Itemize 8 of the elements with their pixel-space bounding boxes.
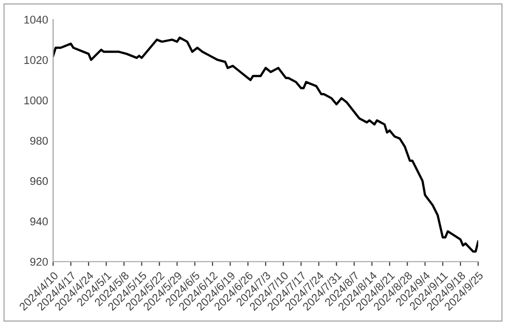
y-tick-label: 960 bbox=[30, 177, 48, 186]
y-tick-label: 980 bbox=[30, 136, 48, 145]
y-tick-label: 1040 bbox=[24, 16, 48, 24]
line-series bbox=[53, 36, 478, 253]
y-tick-label: 920 bbox=[30, 258, 48, 266]
y-tick-label: 1020 bbox=[24, 56, 48, 64]
y-tick-label: 940 bbox=[30, 218, 48, 226]
y-tick-label: 1000 bbox=[24, 96, 48, 104]
